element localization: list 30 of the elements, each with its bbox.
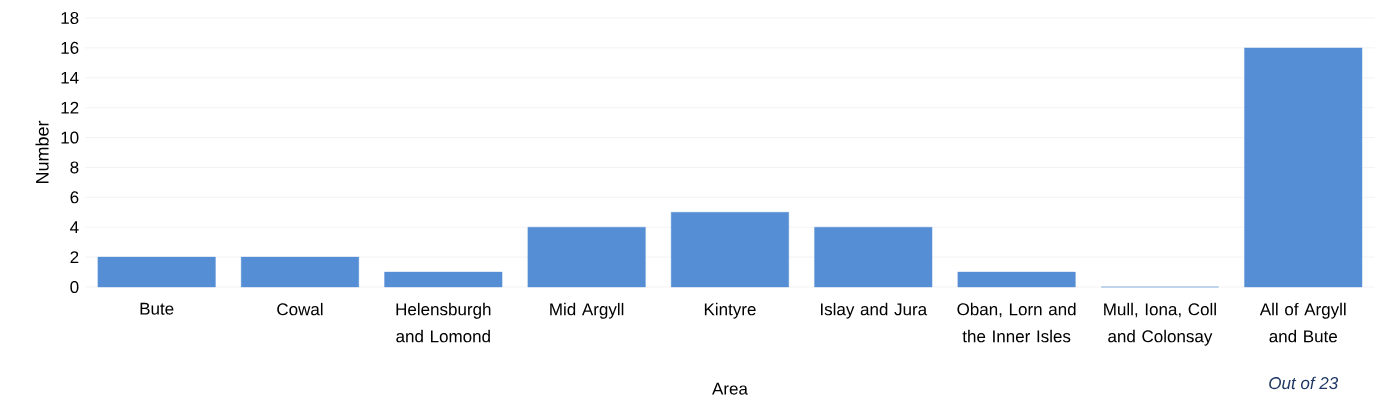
y-axis-title: Number <box>35 120 49 184</box>
x-tick-label: Mid Argyll <box>550 302 624 319</box>
bar <box>814 227 933 288</box>
x-tick-label: Bute <box>140 302 174 315</box>
bar <box>384 271 503 288</box>
y-tick-label: 12 <box>61 101 79 114</box>
x-tick-label: Oban, Lorn and the Inner Isles <box>957 302 1076 343</box>
bar <box>1244 47 1363 288</box>
y-tick-label: 18 <box>61 11 79 25</box>
bar <box>97 256 216 288</box>
y-tick-label: 4 <box>70 221 79 234</box>
x-tick-label: Islay and Jura <box>820 302 928 319</box>
x-tick-label: Kintyre <box>704 302 756 319</box>
y-tick-label: 6 <box>70 191 79 204</box>
bar <box>241 256 359 288</box>
x-tick-label: Mull, Iona, Coll and Colonsay <box>1104 302 1216 346</box>
x-tick-label: All of Argyll and Bute <box>1259 302 1346 343</box>
bar <box>957 271 1076 288</box>
bar <box>671 212 789 288</box>
y-tick-label: 8 <box>70 161 79 174</box>
y-tick-label: 2 <box>70 251 79 264</box>
x-axis-title: Area <box>712 382 748 395</box>
y-tick-label: 0 <box>70 280 79 294</box>
x-tick-label: Helensburgh and Lomond <box>396 302 491 343</box>
text: Out of 23 <box>1269 376 1339 390</box>
bar <box>527 227 646 288</box>
x-tick-label: Cowal <box>277 302 323 316</box>
y-tick-label: 14 <box>61 71 79 84</box>
y-tick-label: 10 <box>61 131 79 144</box>
y-tick-label: 16 <box>61 41 79 54</box>
